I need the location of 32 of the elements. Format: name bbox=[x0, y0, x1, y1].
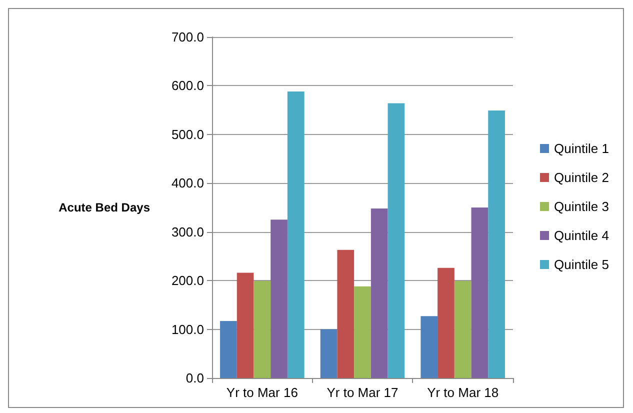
bar bbox=[287, 92, 304, 378]
legend-label: Quintile 1 bbox=[554, 141, 609, 156]
bar bbox=[438, 268, 454, 378]
y-tick-label: 500.0 bbox=[171, 126, 204, 142]
bar bbox=[254, 281, 271, 378]
x-tick-label: Yr to Mar 17 bbox=[326, 385, 398, 400]
bar bbox=[370, 208, 388, 378]
x-tick-label: Yr to Mar 18 bbox=[427, 385, 499, 400]
y-tick-label: 200.0 bbox=[171, 273, 204, 288]
bar bbox=[220, 321, 237, 378]
bar bbox=[354, 286, 371, 378]
y-axis-title: Acute Bed Days bbox=[58, 200, 150, 214]
bar bbox=[320, 329, 338, 378]
bar bbox=[420, 316, 438, 378]
bar bbox=[471, 208, 488, 378]
bar bbox=[270, 220, 288, 378]
y-tick-label: 300.0 bbox=[171, 224, 204, 240]
y-tick-label: 100.0 bbox=[171, 322, 204, 337]
y-tick-label: 400.0 bbox=[171, 176, 204, 191]
legend-label: Quintile 2 bbox=[554, 170, 609, 185]
y-tick-label: 0.0 bbox=[186, 370, 204, 386]
legend-label: Quintile 5 bbox=[554, 257, 609, 272]
bar bbox=[236, 272, 254, 378]
legend-label: Quintile 4 bbox=[554, 228, 609, 243]
y-tick-label: 700.0 bbox=[171, 30, 204, 44]
legend-label: Quintile 3 bbox=[554, 199, 609, 214]
bar bbox=[337, 250, 354, 378]
bar bbox=[488, 110, 505, 378]
bar bbox=[454, 281, 472, 378]
y-tick-label: 600.0 bbox=[171, 78, 204, 94]
x-tick-label: Yr to Mar 16 bbox=[226, 385, 298, 400]
bar bbox=[388, 103, 405, 378]
